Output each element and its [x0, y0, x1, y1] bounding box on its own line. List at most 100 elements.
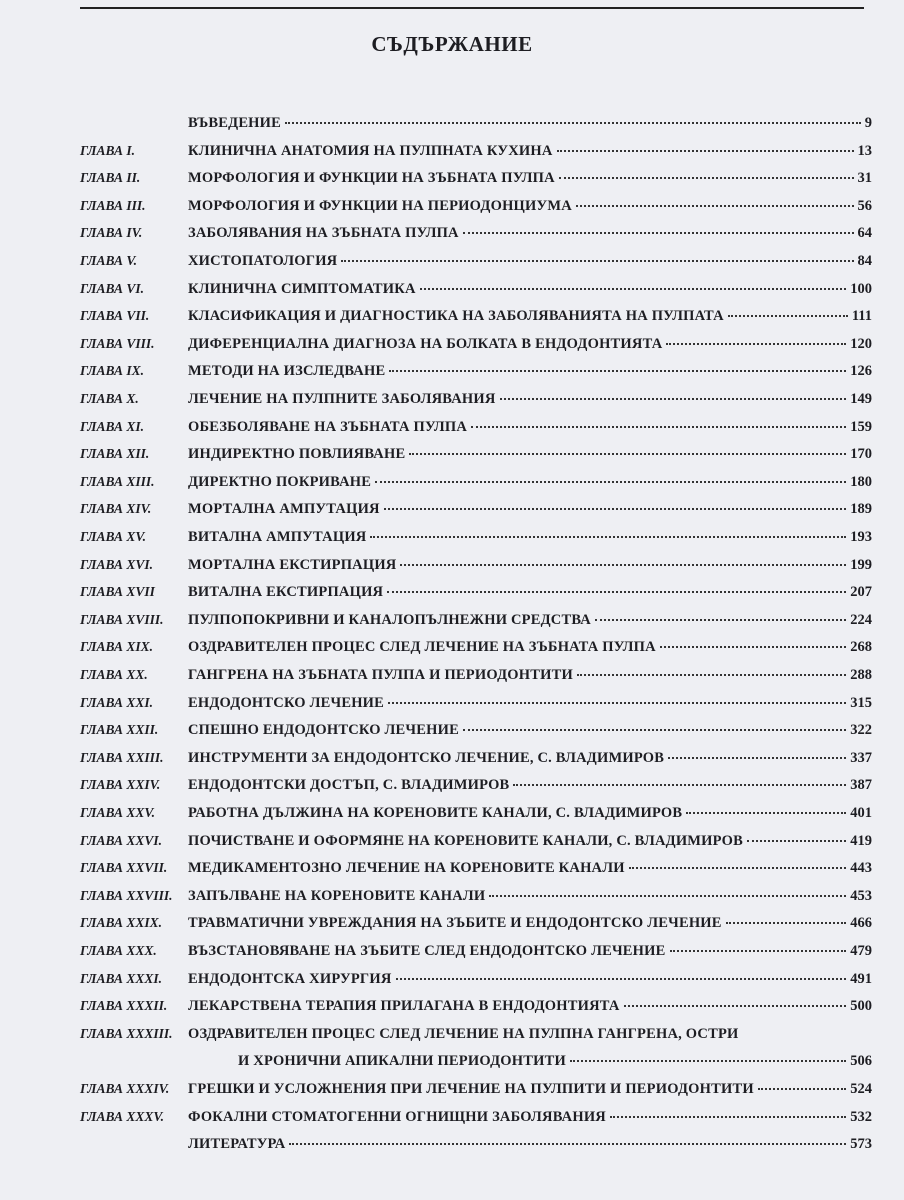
- chapter-label: ГЛАВА X.: [80, 391, 139, 406]
- entry-title: ПОЧИСТВАНЕ И ОФОРМЯНЕ НА КОРЕНОВИТЕ КАНА…: [188, 832, 743, 849]
- dot-leader: [370, 536, 847, 538]
- entry-title: ЕНДОДОНТСКА ХИРУРГИЯ: [188, 970, 392, 987]
- toc-entry: ГЛАВА XI. ОБЕЗБОЛЯВАНЕ НА ЗЪБНАТА ПУЛПА 15…: [80, 419, 872, 441]
- toc-entry: ЛИТЕРАТУРА 573: [80, 1136, 872, 1158]
- entry-title: ЕНДОДОНТСКО ЛЕЧЕНИЕ: [188, 694, 385, 711]
- chapter-label: ГЛАВА VI.: [80, 280, 144, 296]
- entry-title: КЛАСИФИКАЦИЯ И ДИАГНОСТИКА НА ЗАБОЛЯВАНИ…: [188, 308, 724, 325]
- toc-entry: ГЛАВА VIII. ДИФЕРЕНЦИАЛНА ДИАГНОЗА НА БОЛ…: [80, 336, 872, 358]
- page-number: 159: [850, 418, 872, 435]
- entry-title: МЕДИКАМЕНТОЗНО ЛЕЧЕНИЕ НА КОРЕНОВИТЕ КАН…: [188, 860, 625, 877]
- dot-leader: [400, 563, 847, 566]
- chapter-label: ГЛАВА XXXII.: [80, 998, 168, 1014]
- entry-title: ГАНГРЕНА НА ЗЪБНАТА ПУЛПА И ПЕРИОДОНТИТИ: [188, 667, 573, 683]
- entry-title: ВИТАЛНА АМПУТАЦИЯ: [188, 529, 367, 545]
- page-number: 479: [850, 943, 872, 959]
- entry-title: ЛЕЧЕНИЕ НА ПУЛПНИТЕ ЗАБОЛЯВАНИЯ: [188, 391, 496, 407]
- chapter-label: ГЛАВА IX.: [80, 363, 144, 379]
- toc-entry: ГЛАВА VI. КЛИНИЧНА СИМПТОМАТИКА 100: [80, 281, 872, 303]
- page-number: 189: [850, 501, 872, 518]
- page-number: 224: [850, 611, 872, 628]
- entry-title: ЛЕКАРСТВЕНА ТЕРАПИЯ ПРИЛАГАНА В ЕНДОДОНТ…: [188, 998, 620, 1015]
- toc-entry: ГЛАВА II. МОРФОЛОГИЯ И ФУНКЦИИ НА ЗЪБНАТА…: [80, 170, 872, 192]
- entry-title: ТРАВМАТИЧНИ УВРЕЖДАНИЯ НА ЗЪБИТЕ И ЕНДОД…: [188, 915, 722, 932]
- page-number: 387: [850, 777, 872, 794]
- chapter-label: ГЛАВА XXV.: [80, 805, 156, 820]
- dot-leader: [725, 922, 847, 925]
- toc-entry: ГЛАВА IX. МЕТОДИ НА ИЗСЛЕДВАНЕ 126: [80, 363, 872, 385]
- chapter-label: ГЛАВА XXVIII.: [80, 887, 173, 903]
- toc-entry: ГЛАВА XX. ГАНГРЕНА НА ЗЪБНАТА ПУЛПА И ПЕР…: [80, 667, 872, 689]
- entry-title: ЛИТЕРАТУРА: [188, 1136, 286, 1153]
- dot-leader: [388, 701, 847, 704]
- toc-entry: ГЛАВА XVIII. ПУЛПОПОКРИВНИ И КАНАЛОПЪЛНЕЖ…: [80, 612, 872, 634]
- dot-leader: [289, 1143, 847, 1146]
- page-number: 466: [850, 915, 872, 932]
- chapter-label: ГЛАВА VIII.: [80, 335, 155, 351]
- dot-leader: [569, 1060, 847, 1063]
- entry-title: ХИСТОПАТОЛОГИЯ: [188, 253, 338, 269]
- entry-title: ОЗДРАВИТЕЛЕН ПРОЦЕС СЛЕД ЛЕЧЕНИЕ НА ПУЛП…: [188, 1025, 739, 1042]
- dot-leader: [409, 453, 847, 456]
- toc-entry: ГЛАВА III. МОРФОЛОГИЯ И ФУНКЦИИ НА ПЕРИОД…: [80, 198, 872, 220]
- toc-entry: ГЛАВА VII. КЛАСИФИКАЦИЯ И ДИАГНОСТИКА НА …: [80, 308, 872, 330]
- page-number: 268: [850, 639, 872, 656]
- page-number: 401: [850, 805, 872, 821]
- dot-leader: [556, 149, 854, 152]
- dot-leader: [395, 977, 847, 980]
- page-number: 532: [850, 1108, 872, 1125]
- entry-title-continued: И ХРОНИЧНИ АПИКАЛНИ ПЕРИОДОНТИТИ: [238, 1053, 566, 1070]
- entry-title: ПУЛПОПОКРИВНИ И КАНАЛОПЪЛНЕЖНИ СРЕДСТВА: [188, 611, 591, 628]
- toc-entry: ГЛАВА V. ХИСТОПАТОЛОГИЯ 84: [80, 253, 872, 275]
- entry-title: ОБЕЗБОЛЯВАНЕ НА ЗЪБНАТА ПУЛПА: [188, 418, 468, 435]
- dot-leader: [462, 729, 847, 732]
- page-number: 9: [864, 115, 872, 131]
- toc-entry: ВЪВЕДЕНИЕ 9: [80, 115, 872, 137]
- entry-title: ОЗДРАВИТЕЛЕН ПРОЦЕС СЛЕД ЛЕЧЕНИЕ НА ЗЪБН…: [188, 639, 656, 656]
- dot-leader: [375, 480, 847, 483]
- page-number: 491: [850, 970, 872, 987]
- chapter-label: ГЛАВА XXXV.: [80, 1108, 165, 1124]
- page-number: 120: [850, 335, 872, 352]
- page-number: 31: [857, 170, 873, 187]
- dot-leader: [419, 287, 847, 290]
- page-number: 193: [850, 529, 872, 545]
- page-number: 337: [850, 749, 872, 766]
- chapter-label: ГЛАВА II.: [80, 170, 141, 186]
- chapter-label: ГЛАВА XXIV.: [80, 777, 161, 793]
- toc-entry: ГЛАВА XIII. ДИРЕКТНО ПОКРИВАНЕ 180: [80, 474, 872, 496]
- dot-leader: [746, 839, 847, 842]
- entry-title: ЗАПЪЛВАНЕ НА КОРЕНОВИТЕ КАНАЛИ: [188, 887, 486, 904]
- entry-title: МОРТАЛНА ЕКСТИРПАЦИЯ: [188, 556, 397, 573]
- toc-entry: ГЛАВА XV. ВИТАЛНА АМПУТАЦИЯ 193: [80, 529, 872, 551]
- chapter-label: ГЛАВА XVIII.: [80, 611, 164, 627]
- page-number: 149: [850, 391, 872, 407]
- entry-title: МОРТАЛНА АМПУТАЦИЯ: [188, 501, 380, 518]
- page-number: 84: [857, 253, 873, 269]
- toc-entry: ГЛАВА XVII ВИТАЛНА ЕКСТИРПАЦИЯ 207: [80, 584, 872, 606]
- dot-leader: [387, 591, 847, 594]
- chapter-label: ГЛАВА IV.: [80, 225, 143, 241]
- page-number: 170: [850, 446, 872, 463]
- entry-title: ВЪВЕДЕНИЕ: [188, 115, 282, 131]
- entry-title: МОРФОЛОГИЯ И ФУНКЦИИ НА ЗЪБНАТА ПУЛПА: [188, 170, 555, 187]
- toc-entry: ГЛАВА XXVII. МЕДИКАМЕНТОЗНО ЛЕЧЕНИЕ НА КО…: [80, 860, 872, 882]
- entry-title: ГРЕШКИ И УСЛОЖНЕНИЯ ПРИ ЛЕЧЕНИЕ НА ПУЛПИ…: [188, 1081, 754, 1097]
- chapter-label: ГЛАВА XXVII.: [80, 860, 168, 876]
- chapter-label: ГЛАВА III.: [80, 197, 146, 213]
- page-number: 419: [850, 832, 872, 849]
- dot-leader: [623, 1005, 847, 1008]
- chapter-label: ГЛАВА I.: [80, 142, 135, 158]
- entry-title: КЛИНИЧНА АНАТОМИЯ НА ПУЛПНАТА КУХИНА: [188, 142, 553, 159]
- chapter-label: ГЛАВА XXIX.: [80, 915, 163, 931]
- page-number: 524: [850, 1081, 872, 1097]
- chapter-label: ГЛАВА XV.: [80, 529, 147, 544]
- chapter-label: ГЛАВА XIX.: [80, 639, 153, 655]
- entry-title: ИНСТРУМЕНТИ ЗА ЕНДОДОНТСКО ЛЕЧЕНИЕ, С. В…: [188, 749, 665, 766]
- page-number: 573: [850, 1136, 872, 1153]
- dot-leader: [628, 867, 847, 870]
- toc-entry: ГЛАВА XXXII. ЛЕКАРСТВЕНА ТЕРАПИЯ ПРИЛАГАН…: [80, 998, 872, 1020]
- dot-leader: [669, 950, 847, 952]
- page-number: 506: [850, 1053, 872, 1070]
